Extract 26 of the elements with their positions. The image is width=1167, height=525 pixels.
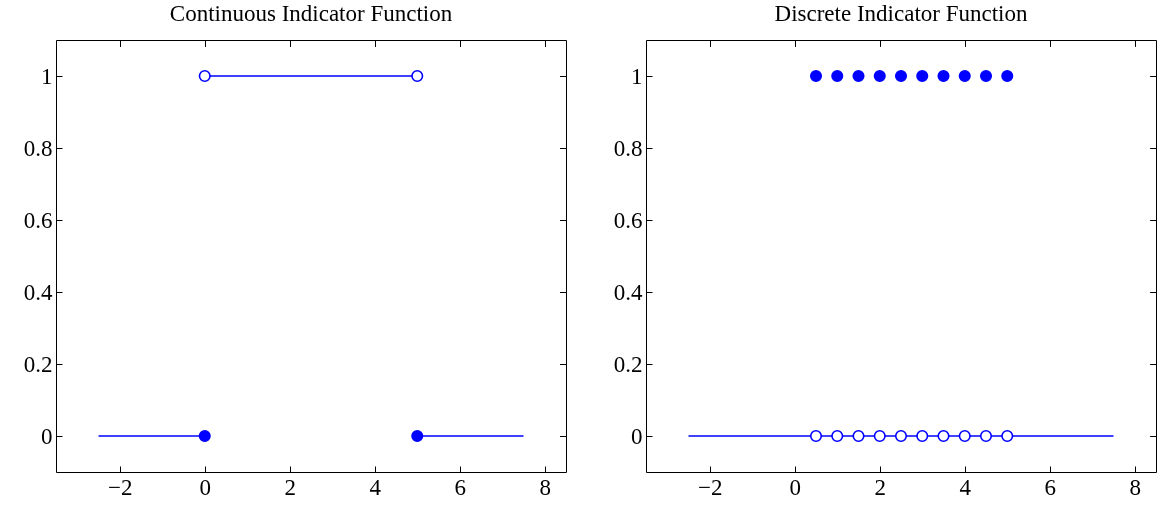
- y-tick-label: 0.4: [23, 279, 53, 305]
- x-tick-label: 4: [959, 474, 972, 500]
- x-tick-label: 4: [369, 474, 382, 500]
- x-tick-label: 8: [1129, 474, 1141, 500]
- x-tick-label: −2: [108, 474, 133, 500]
- x-tick-label: −2: [698, 474, 723, 500]
- y-tick-label: 0.2: [23, 351, 53, 377]
- x-tick-label: 2: [284, 474, 296, 500]
- y-tick-label: 1: [41, 63, 53, 89]
- y-tick-label: 0: [41, 423, 53, 449]
- y-tick-label: 0.2: [613, 351, 643, 377]
- y-tick-label: 0.8: [613, 135, 643, 161]
- y-tick-label: 0: [631, 423, 643, 449]
- x-tick-label: 8: [539, 474, 551, 500]
- x-tick-label: 0: [789, 474, 801, 500]
- x-tick-label: 2: [874, 474, 886, 500]
- x-tick-label: 0: [199, 474, 211, 500]
- chart-title: Continuous Indicator Function: [169, 0, 453, 26]
- y-tick-label: 0.4: [613, 279, 643, 305]
- y-tick-label: 0.6: [23, 207, 53, 233]
- y-tick-label: 0.8: [23, 135, 53, 161]
- y-tick-label: 1: [631, 63, 643, 89]
- chart-title: Discrete Indicator Function: [774, 0, 1028, 26]
- x-tick-label: 6: [1044, 474, 1056, 500]
- x-tick-label: 6: [454, 474, 466, 500]
- y-tick-label: 0.6: [613, 207, 643, 233]
